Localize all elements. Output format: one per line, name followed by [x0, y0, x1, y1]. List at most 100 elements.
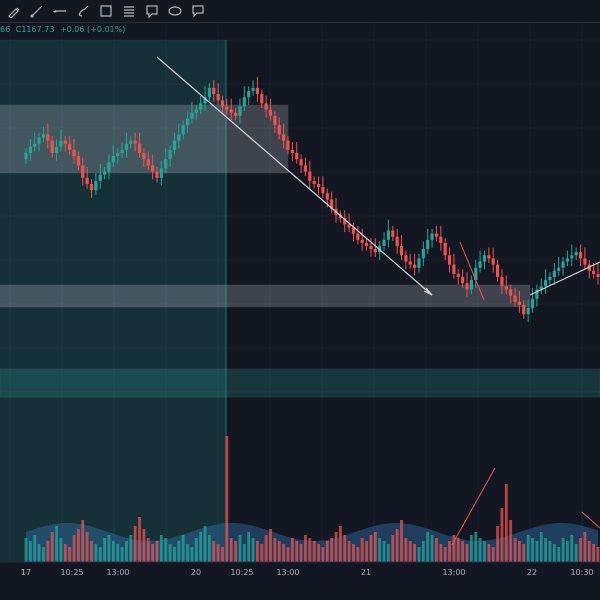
- session-highlight-zone: [0, 40, 226, 562]
- volume-bar: [504, 484, 508, 562]
- candle-body: [102, 171, 107, 175]
- drawing-toolbar: [0, 0, 600, 23]
- volume-bar: [496, 526, 499, 562]
- candle-body: [395, 236, 399, 246]
- volume-bar: [273, 538, 277, 562]
- volume-bar: [234, 541, 237, 562]
- pencil-tool-button[interactable]: [5, 2, 23, 20]
- volume-bar: [24, 538, 28, 562]
- candle-body: [207, 87, 211, 98]
- volume-bar: [456, 538, 460, 562]
- volume-bar: [229, 538, 233, 562]
- candle-body: [273, 115, 277, 126]
- volume-bar: [356, 547, 360, 562]
- brush-tool-button[interactable]: [74, 2, 92, 20]
- trend-line-tool-icon: [30, 5, 43, 18]
- candle-body: [487, 255, 491, 259]
- volume-bar: [338, 526, 342, 562]
- volume-bar: [111, 541, 115, 562]
- candle-body: [247, 91, 251, 98]
- volume-bar: [557, 547, 561, 562]
- candle-body: [72, 149, 76, 157]
- horizontal-ray-tool-icon: [53, 10, 66, 13]
- rectangle-tool-icon: [100, 5, 112, 17]
- candle-body: [233, 112, 238, 116]
- candle-body: [164, 159, 168, 169]
- candle-body: [386, 230, 391, 240]
- candle-body: [28, 146, 32, 153]
- text-note-tool-button[interactable]: [143, 2, 161, 20]
- candle-body: [330, 199, 334, 209]
- volume-bar: [544, 538, 548, 562]
- volume-bar: [535, 541, 539, 562]
- candle-body: [142, 153, 146, 160]
- candle-body: [495, 264, 500, 277]
- volume-bar: [391, 535, 395, 562]
- volume-bar: [277, 541, 281, 562]
- volume-bar: [55, 526, 58, 562]
- volume-bar: [448, 541, 451, 562]
- volume-bar: [400, 520, 403, 562]
- candle-body: [212, 87, 216, 95]
- volume-bar: [199, 532, 203, 562]
- candle-body: [347, 224, 351, 228]
- candle-body: [251, 87, 255, 91]
- candle-body: [461, 277, 465, 284]
- candle-body: [482, 255, 487, 262]
- volume-bar: [509, 520, 513, 562]
- candle-body: [299, 159, 303, 166]
- rectangle-tool-button[interactable]: [97, 2, 115, 20]
- red-line-upper: [459, 241, 485, 301]
- candle-body: [229, 109, 233, 113]
- volume-bar: [59, 538, 63, 562]
- volume-bar: [304, 535, 307, 562]
- volume-bar: [295, 541, 299, 562]
- volume-bar: [173, 547, 176, 562]
- candle-body: [421, 249, 425, 259]
- volume-bar: [325, 541, 329, 562]
- candle-body: [578, 252, 583, 259]
- candle-body: [443, 242, 447, 256]
- candle-body: [338, 215, 342, 219]
- volume-bar: [312, 541, 316, 562]
- volume-bar: [159, 535, 163, 562]
- volume-bar: [469, 535, 473, 562]
- volume-bar: [72, 535, 76, 562]
- candle-body: [199, 103, 203, 110]
- volume-bar: [177, 541, 181, 562]
- volume-bar: [369, 535, 373, 562]
- volume-bar: [417, 547, 421, 562]
- volume-bar: [531, 538, 534, 562]
- volume-bar: [264, 535, 268, 562]
- candle-body: [426, 239, 430, 250]
- volume-bar: [286, 547, 290, 562]
- candle-body: [33, 143, 37, 147]
- horizontal-ray-tool-button[interactable]: [51, 2, 69, 20]
- volume-bar: [526, 535, 530, 562]
- volume-bar: [413, 544, 417, 562]
- candle-body: [185, 118, 190, 126]
- callout-tool-button[interactable]: [189, 2, 207, 20]
- candle-body: [260, 94, 264, 104]
- candle-body: [478, 261, 482, 268]
- candle-body: [391, 230, 395, 237]
- candle-body: [63, 140, 67, 144]
- volume-bar: [435, 538, 438, 562]
- volume-bar: [238, 535, 242, 562]
- candle-body: [255, 87, 260, 95]
- fib-retracement-tool-button[interactable]: [120, 2, 138, 20]
- ellipse-tool-button[interactable]: [166, 2, 184, 20]
- candle-body: [539, 286, 543, 290]
- volume-bar: [33, 535, 37, 562]
- candle-body: [509, 289, 513, 296]
- candle-body: [286, 140, 290, 150]
- candle-body: [517, 301, 522, 305]
- trend-line-tool-button[interactable]: [28, 2, 46, 20]
- candle-body: [544, 280, 548, 287]
- volume-bar: [207, 535, 211, 562]
- volume-bar: [483, 541, 486, 562]
- volume-bar: [439, 544, 443, 562]
- candle-body: [452, 264, 456, 274]
- pencil-tool-icon: [8, 7, 20, 18]
